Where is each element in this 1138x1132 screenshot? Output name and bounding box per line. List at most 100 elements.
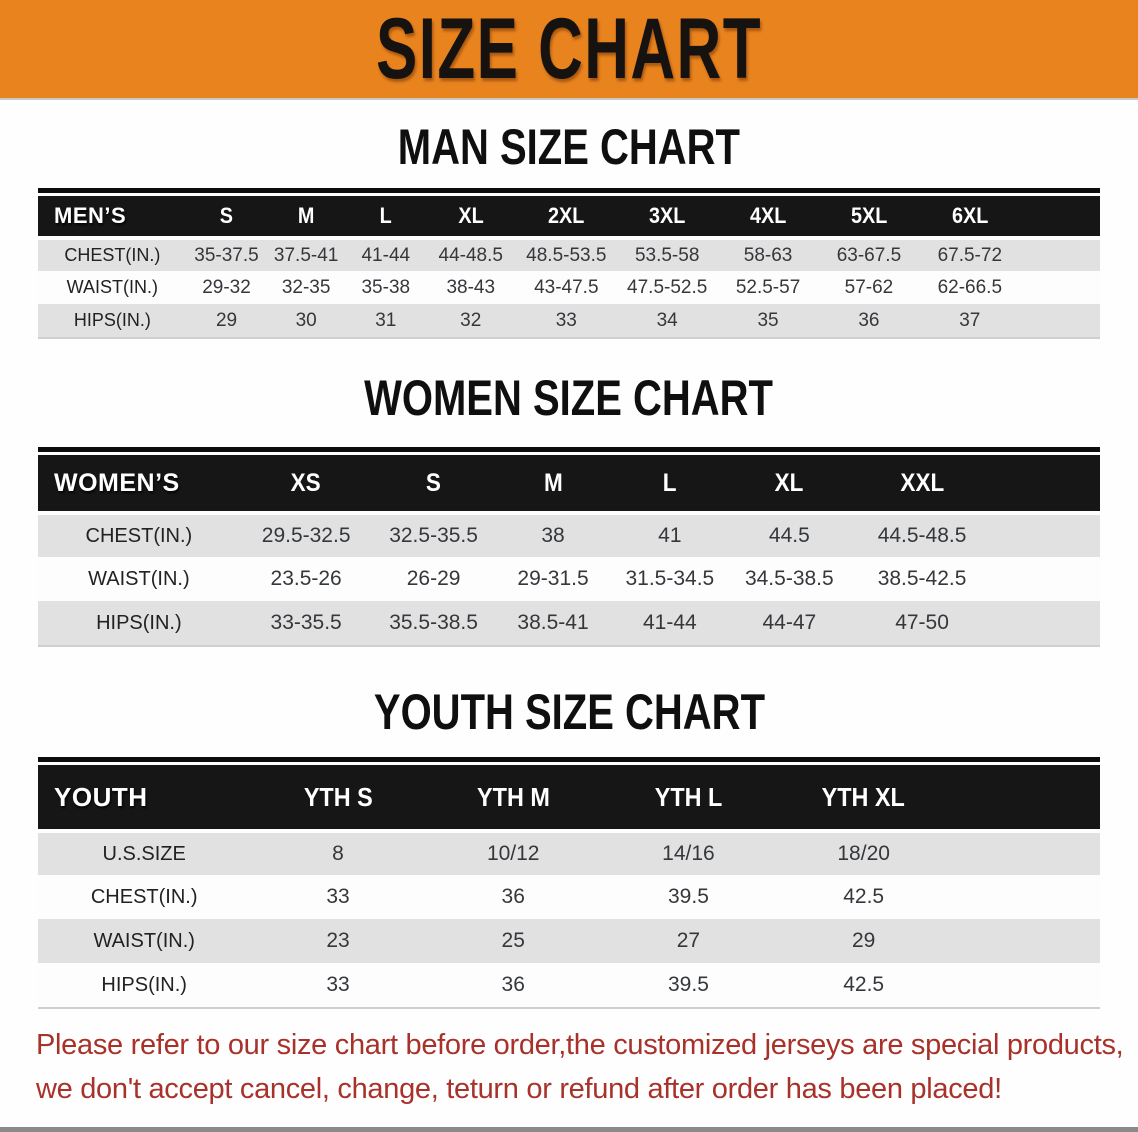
disclaimer-line-2: we don't accept cancel, change, teturn o…: [36, 1073, 1002, 1105]
spacer-cell: [951, 963, 1100, 1007]
men-chest-row: CHEST(IN.) 35-37.5 37.5-41 41-44 44-48.5…: [38, 238, 1100, 271]
row-label: HIPS(IN.): [96, 611, 182, 634]
size-cell: 41: [658, 524, 682, 547]
size-cell: 43-47.5: [534, 276, 599, 298]
spacer-cell: [1020, 271, 1100, 304]
size-cell: 38: [541, 524, 565, 547]
size-cell: 35.5-38.5: [389, 611, 478, 634]
women-hips-row: HIPS(IN.) 33-35.5 35.5-38.5 38.5-41 41-4…: [38, 601, 1100, 645]
row-label: U.S.SIZE: [102, 842, 186, 865]
man-section-heading: MAN SIZE CHART: [397, 119, 741, 175]
women-col-header: L: [611, 455, 729, 515]
size-cell: 42.5: [843, 885, 885, 908]
size-cell: 36: [858, 309, 880, 331]
size-cell: 48.5-53.5: [526, 244, 607, 266]
size-cell: 33: [326, 973, 350, 996]
youth-col-header: YTH XL: [776, 765, 952, 833]
youth-ussize-row: U.S.SIZE 8 10/12 14/16 18/20: [38, 831, 1100, 875]
size-cell: 44-48.5: [438, 244, 503, 266]
size-cell: 33: [326, 885, 350, 908]
men-col-header: S: [186, 196, 267, 240]
men-header-row: MEN’S S M L XL 2XL 3XL 4XL 5XL 6XL: [38, 196, 1100, 240]
size-cell: 58-63: [743, 244, 793, 266]
size-cell: 31: [375, 309, 397, 331]
size-cell: 31.5-34.5: [625, 567, 715, 590]
size-cell: 29-31.5: [517, 567, 589, 590]
men-waist-row: WAIST(IN.) 29-32 32-35 35-38 38-43 43-47…: [38, 271, 1100, 304]
row-label: CHEST(IN.): [90, 885, 198, 908]
size-cell: 34: [656, 309, 678, 331]
size-cell: 29: [851, 929, 876, 952]
men-col-header: 6XL: [919, 196, 1021, 240]
size-cell: 62-66.5: [937, 276, 1003, 298]
women-table-topline: [38, 447, 1100, 452]
size-cell: 36: [501, 973, 525, 996]
size-cell: 47-50: [895, 611, 949, 634]
women-col-header: XXL: [850, 455, 994, 515]
row-label: WAIST(IN.): [66, 277, 158, 297]
size-cell: 63-67.5: [836, 244, 902, 266]
youth-col-header: YTH L: [600, 765, 777, 833]
size-cell: 41-44: [643, 611, 697, 634]
youth-hips-row: HIPS(IN.) 33 36 39.5 42.5: [38, 963, 1100, 1007]
spacer-cell: [994, 513, 1100, 557]
size-cell: 27: [676, 929, 701, 952]
youth-table-botline: [38, 1007, 1100, 1009]
women-col-header: S: [372, 455, 495, 515]
row-label: HIPS(IN.): [73, 310, 151, 330]
size-chart-banner: SIZE CHART: [0, 0, 1138, 100]
size-cell: 23: [326, 929, 350, 952]
spacer-cell: [1020, 304, 1100, 337]
women-header-row: WOMEN’S XS S M L XL XXL: [38, 455, 1100, 515]
bottom-edge-bar: [0, 1127, 1138, 1132]
spacer-cell: [951, 919, 1100, 963]
men-size-table: MEN’S S M L XL 2XL 3XL 4XL 5XL 6XL CHEST…: [38, 196, 1100, 337]
size-cell: 30: [295, 309, 317, 331]
size-cell: 32.5-35.5: [389, 524, 478, 547]
size-cell: 47.5-52.5: [627, 276, 708, 298]
size-cell: 33-35.5: [270, 611, 342, 634]
men-table-title: MEN’S: [38, 196, 187, 240]
size-cell: 35-38: [361, 276, 411, 298]
disclaimer-text: Please refer to our size chart before or…: [36, 1023, 1138, 1111]
size-cell: 8: [332, 842, 344, 865]
youth-section-heading: YOUTH SIZE CHART: [373, 684, 765, 740]
youth-col-header: YTH M: [425, 765, 601, 833]
women-col-header: XS: [239, 455, 373, 515]
size-cell: 33: [555, 309, 577, 331]
spacer-cell: [951, 831, 1100, 875]
size-cell: 41-44: [361, 244, 411, 266]
men-col-header: L: [345, 196, 426, 240]
youth-header-row: YOUTH YTH S YTH M YTH L YTH XL: [38, 765, 1100, 833]
size-cell: 38.5-42.5: [877, 567, 967, 590]
youth-table-title: YOUTH: [38, 765, 251, 833]
size-cell: 36: [501, 885, 525, 908]
size-cell: 39.5: [668, 973, 709, 996]
size-cell: 53.5-58: [634, 244, 700, 266]
youth-table-topline: [38, 757, 1100, 762]
row-label: CHEST(IN.): [64, 245, 161, 265]
men-col-header: 5XL: [818, 196, 920, 240]
size-cell: 23.5-26: [270, 567, 342, 590]
size-cell: 18/20: [837, 842, 890, 865]
size-cell: 26-29: [406, 567, 461, 590]
size-cell: 35-37.5: [194, 244, 259, 266]
spacer-cell: [993, 455, 1100, 515]
row-label: CHEST(IN.): [85, 524, 193, 547]
women-waist-row: WAIST(IN.) 23.5-26 26-29 29-31.5 31.5-34…: [38, 557, 1100, 601]
size-cell: 67.5-72: [937, 244, 1003, 266]
men-col-header: 2XL: [515, 196, 617, 240]
size-cell: 38-43: [446, 276, 496, 298]
size-cell: 10/12: [486, 842, 540, 865]
men-col-header: XL: [425, 196, 516, 240]
spacer-cell: [951, 765, 1100, 833]
size-cell: 44.5-48.5: [877, 524, 967, 547]
men-hips-row: HIPS(IN.) 29 30 31 32 33 34 35 36 37: [38, 304, 1100, 337]
row-label: HIPS(IN.): [101, 973, 187, 996]
size-cell: 29: [215, 309, 238, 331]
size-cell: 14/16: [662, 842, 715, 865]
women-col-header: M: [494, 455, 612, 515]
row-label: WAIST(IN.): [88, 567, 190, 590]
size-cell: 25: [501, 929, 525, 952]
size-cell: 37.5-41: [273, 244, 339, 266]
